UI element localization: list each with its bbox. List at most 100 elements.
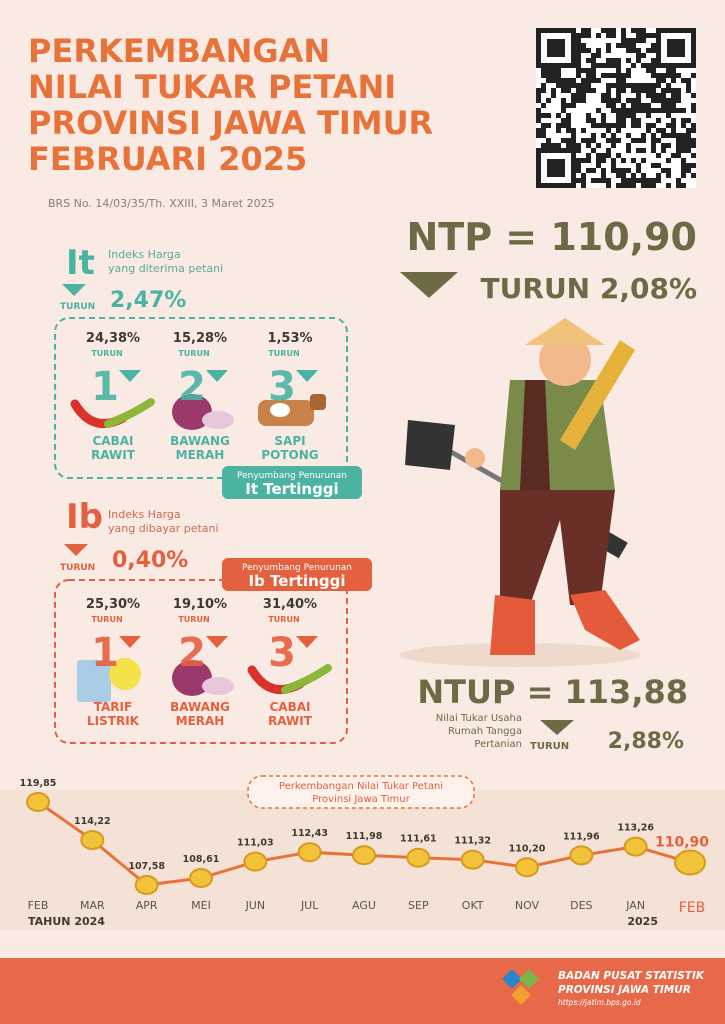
item-rank: 3 (268, 364, 296, 410)
qr-cell (616, 138, 621, 143)
qr-cell (651, 133, 656, 138)
qr-cell (576, 63, 581, 68)
qr-cell (651, 58, 656, 63)
qr-cell (636, 33, 641, 38)
qr-cell (646, 113, 651, 118)
qr-cell (661, 148, 666, 153)
qr-cell (581, 93, 586, 98)
qr-cell (601, 123, 606, 128)
qr-cell (631, 173, 636, 178)
qr-cell (576, 48, 581, 53)
qr-cell (676, 178, 681, 183)
qr-cell (661, 103, 666, 108)
qr-cell (556, 128, 561, 133)
qr-cell (601, 98, 606, 103)
qr-cell (641, 53, 646, 58)
qr-cell (541, 68, 546, 73)
qr-cell (631, 48, 636, 53)
qr-cell (686, 138, 691, 143)
qr-cell (646, 123, 651, 128)
qr-cell (621, 113, 626, 118)
qr-cell (591, 73, 596, 78)
qr-cell (606, 183, 611, 188)
qr-cell (616, 153, 621, 158)
qr-cell (581, 28, 586, 33)
qr-cell (546, 113, 551, 118)
coin (352, 845, 376, 866)
qr-cell (656, 98, 661, 103)
qr-cell (596, 108, 601, 113)
qr-cell (616, 108, 621, 113)
chili-icon (281, 664, 332, 694)
qr-cell (636, 103, 641, 108)
qr-cell (661, 168, 666, 173)
qr-cell (681, 163, 686, 168)
qr-cell (626, 83, 631, 88)
qr-cell (536, 93, 541, 98)
value-label: 107,58 (128, 861, 165, 872)
qr-cell (576, 68, 581, 73)
qr-cell (666, 68, 671, 73)
qr-cell (621, 38, 626, 43)
year-label: TAHUN 2024 (28, 915, 105, 928)
qr-cell (611, 83, 616, 88)
qr-cell (566, 123, 571, 128)
qr-cell (576, 58, 581, 63)
qr-cell (621, 173, 626, 178)
x-tick-label: MEI (191, 899, 211, 912)
qr-cell (676, 133, 681, 138)
bulb-icon (109, 658, 141, 690)
qr-cell (631, 28, 636, 33)
qr-cell (631, 118, 636, 123)
qr-cell (546, 98, 551, 103)
qr-cell (661, 73, 666, 78)
qr-cell (616, 183, 621, 188)
qr-cell (641, 148, 646, 153)
qr-cell (571, 143, 576, 148)
qr-cell (671, 73, 676, 78)
qr-cell (686, 163, 691, 168)
qr-cell (656, 178, 661, 183)
qr-cell (666, 83, 671, 88)
it-direction: TURUN (60, 302, 95, 312)
down-arrow (206, 370, 228, 382)
qr-cell (576, 38, 581, 43)
onion-icon (172, 660, 212, 696)
down-arrow (540, 720, 574, 735)
org-name: BADAN PUSAT STATISTIK (558, 970, 705, 982)
item-name: RAWIT (268, 714, 313, 728)
item-rank: 2 (178, 364, 206, 410)
qr-cell (651, 63, 656, 68)
qr-cell (651, 88, 656, 93)
qr-cell (656, 153, 661, 158)
qr-cell (621, 33, 626, 38)
qr-cell (651, 33, 656, 38)
qr-cell (561, 98, 566, 103)
item-name: POTONG (261, 448, 318, 462)
qr-cell (616, 73, 621, 78)
qr-cell (651, 48, 656, 53)
ntup-desc: Rumah Tangga (448, 726, 522, 737)
ntup-change: 2,88% (608, 729, 684, 754)
qr-cell (671, 78, 676, 83)
item-direction: TURUN (178, 615, 209, 624)
x-tick-label: OKT (462, 899, 484, 912)
title-line: FEBRUARI 2025 (28, 140, 307, 178)
qr-cell (556, 68, 561, 73)
qr-cell (581, 158, 586, 163)
item-name: BAWANG (170, 434, 230, 448)
qr-cell (606, 33, 611, 38)
qr-cell (631, 158, 636, 163)
qr-cell (576, 43, 581, 48)
it-desc: yang diterima petani (108, 262, 223, 275)
qr-cell (586, 83, 591, 88)
coin (189, 868, 213, 889)
qr-cell (651, 73, 656, 78)
ntp-value: NTP = 110,90 (406, 215, 697, 259)
qr-cell (646, 48, 651, 53)
qr-cell (691, 138, 696, 143)
qr-cell (641, 63, 646, 68)
qr-cell (636, 48, 641, 53)
qr-cell (646, 88, 651, 93)
